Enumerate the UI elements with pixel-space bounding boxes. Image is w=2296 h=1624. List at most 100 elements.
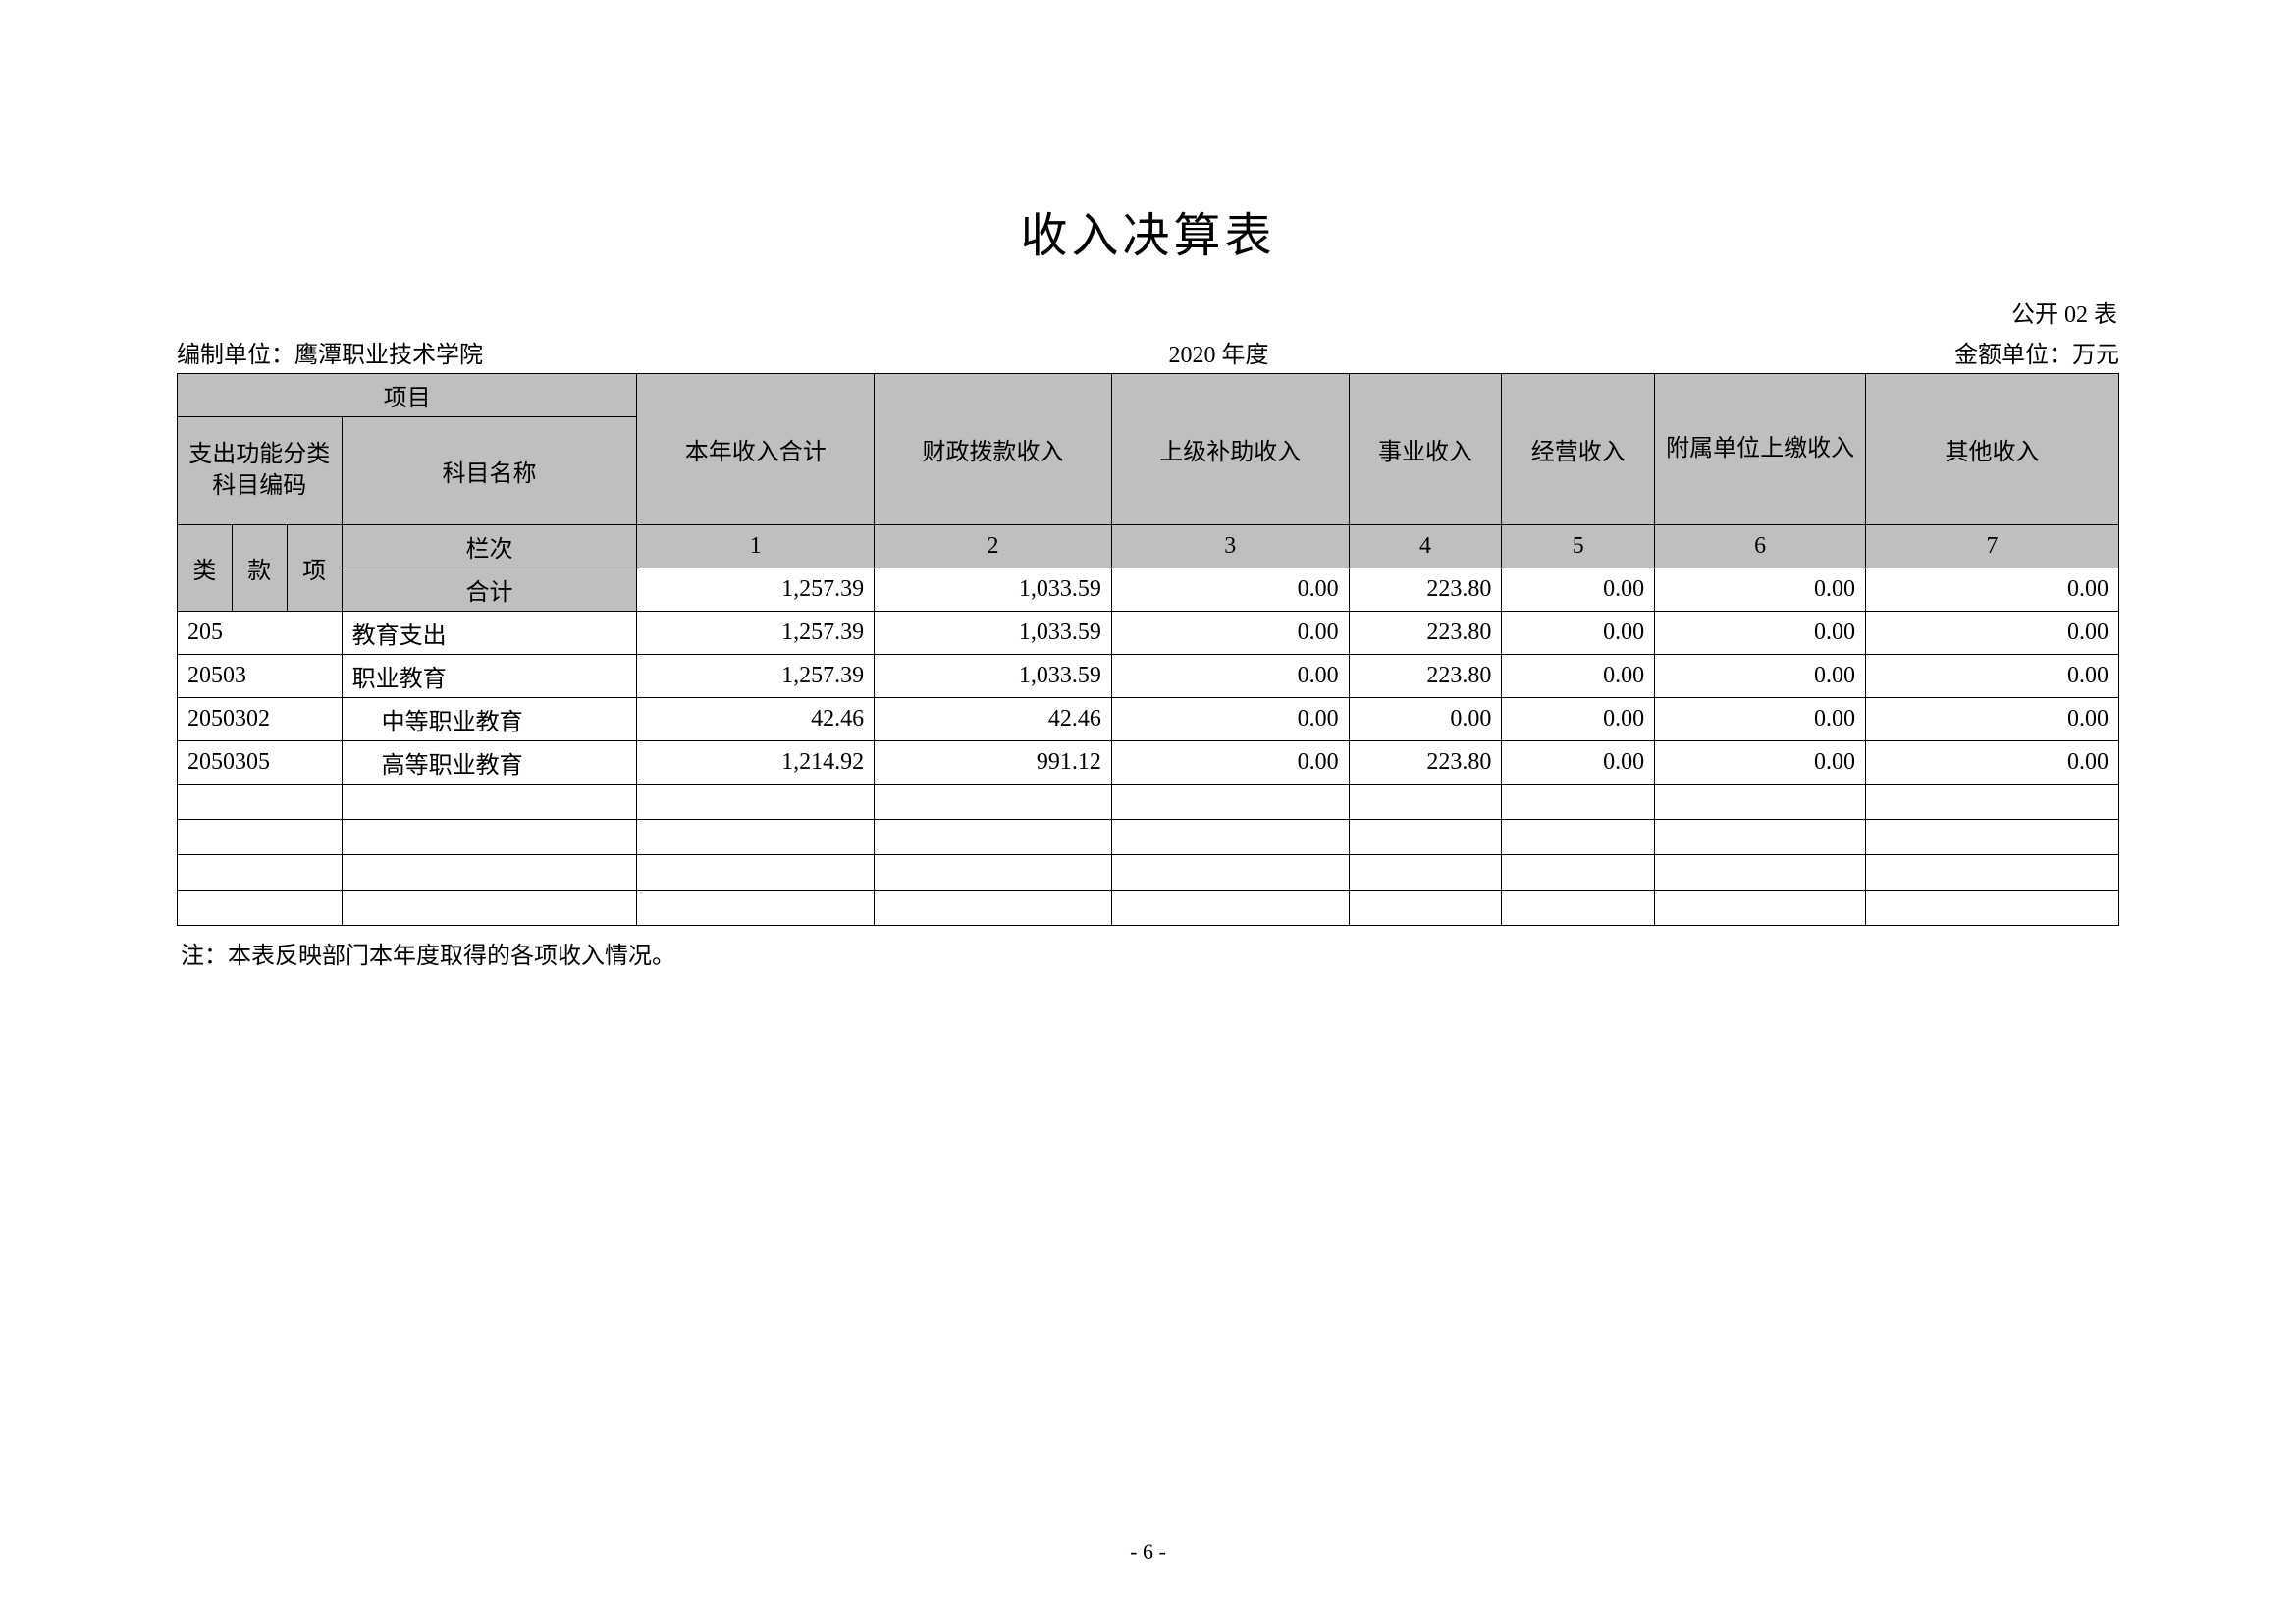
- cell-empty: [342, 785, 637, 820]
- cell-value: 0.00: [1655, 698, 1866, 741]
- header-row-total: 合计 1,257.39 1,033.59 0.00 223.80 0.00 0.…: [178, 568, 2119, 612]
- cell-empty: [875, 820, 1112, 855]
- cell-empty: [178, 855, 343, 891]
- hdr-col5: 经营收入: [1502, 374, 1655, 525]
- cell-empty: [637, 820, 875, 855]
- cell-code: 20503: [178, 655, 343, 698]
- table-row-empty: [178, 891, 2119, 926]
- hdr-n4: 4: [1349, 525, 1502, 568]
- table-id: 公开 02 表: [177, 295, 2119, 329]
- hdr-subject-name: 科目名称: [342, 417, 637, 525]
- header-row-1: 项目 本年收入合计 财政拨款收入 上级补助收入 事业收入 经营收入 附属单位上缴…: [178, 374, 2119, 417]
- cell-value: 0.00: [1655, 612, 1866, 655]
- cell-value: 1,214.92: [637, 741, 875, 785]
- total-v1: 1,257.39: [637, 568, 875, 612]
- page-number: - 6 -: [0, 1540, 2296, 1565]
- cell-empty: [875, 785, 1112, 820]
- cell-value: 0.00: [1502, 698, 1655, 741]
- cell-name: 教育支出: [342, 612, 637, 655]
- cell-empty: [1349, 855, 1502, 891]
- hdr-project: 项目: [178, 374, 637, 417]
- table-row: 2050305高等职业教育1,214.92991.120.00223.800.0…: [178, 741, 2119, 785]
- table-row-empty: [178, 855, 2119, 891]
- cell-value: 0.00: [1502, 612, 1655, 655]
- cell-empty: [1655, 891, 1866, 926]
- cell-value: 0.00: [1866, 655, 2119, 698]
- cell-name: 中等职业教育: [342, 698, 637, 741]
- hdr-n5: 5: [1502, 525, 1655, 568]
- hdr-col4: 事业收入: [1349, 374, 1502, 525]
- cell-value: 0.00: [1866, 698, 2119, 741]
- total-v5: 0.00: [1502, 568, 1655, 612]
- hdr-col7: 其他收入: [1866, 374, 2119, 525]
- cell-empty: [1111, 855, 1349, 891]
- total-v2: 1,033.59: [875, 568, 1112, 612]
- hdr-n3: 3: [1111, 525, 1349, 568]
- hdr-code-group: 支出功能分类科目编码: [178, 417, 343, 525]
- cell-value: 1,033.59: [875, 655, 1112, 698]
- hdr-n2: 2: [875, 525, 1112, 568]
- hdr-col6: 附属单位上缴收入: [1655, 374, 1866, 525]
- cell-code: 2050302: [178, 698, 343, 741]
- cell-empty: [637, 891, 875, 926]
- cell-value: 0.00: [1866, 741, 2119, 785]
- table-body: 205教育支出1,257.391,033.590.00223.800.000.0…: [178, 612, 2119, 926]
- cell-empty: [875, 891, 1112, 926]
- cell-empty: [178, 891, 343, 926]
- hdr-n1: 1: [637, 525, 875, 568]
- cell-empty: [178, 785, 343, 820]
- hdr-col3: 上级补助收入: [1111, 374, 1349, 525]
- cell-value: 991.12: [875, 741, 1112, 785]
- cell-empty: [1866, 785, 2119, 820]
- cell-name: 职业教育: [342, 655, 637, 698]
- cell-empty: [1349, 820, 1502, 855]
- table-row-empty: [178, 785, 2119, 820]
- cell-value: 0.00: [1111, 612, 1349, 655]
- table-row: 20503职业教育1,257.391,033.590.00223.800.000…: [178, 655, 2119, 698]
- cell-value: 0.00: [1655, 741, 1866, 785]
- table-row: 205教育支出1,257.391,033.590.00223.800.000.0…: [178, 612, 2119, 655]
- header-row-3: 类 款 项 栏次 1 2 3 4 5 6 7: [178, 525, 2119, 568]
- cell-empty: [875, 855, 1112, 891]
- table-row-empty: [178, 820, 2119, 855]
- cell-empty: [1866, 855, 2119, 891]
- unit-label: 金额单位：万元: [1954, 335, 2119, 369]
- table-note: 注：本表反映部门本年度取得的各项收入情况。: [177, 936, 2119, 970]
- cell-value: 223.80: [1349, 655, 1502, 698]
- cell-empty: [178, 820, 343, 855]
- cell-value: 0.00: [1349, 698, 1502, 741]
- cell-value: 223.80: [1349, 612, 1502, 655]
- hdr-n6: 6: [1655, 525, 1866, 568]
- cell-empty: [342, 855, 637, 891]
- total-v6: 0.00: [1655, 568, 1866, 612]
- cell-value: 0.00: [1502, 655, 1655, 698]
- hdr-xiang: 项: [287, 525, 342, 612]
- table-row: 2050302中等职业教育42.4642.460.000.000.000.000…: [178, 698, 2119, 741]
- cell-code: 205: [178, 612, 343, 655]
- total-v7: 0.00: [1866, 568, 2119, 612]
- cell-empty: [1349, 785, 1502, 820]
- cell-name: 高等职业教育: [342, 741, 637, 785]
- cell-empty: [637, 785, 875, 820]
- hdr-n7: 7: [1866, 525, 2119, 568]
- cell-value: 1,257.39: [637, 612, 875, 655]
- total-v3: 0.00: [1111, 568, 1349, 612]
- cell-value: 0.00: [1111, 698, 1349, 741]
- cell-empty: [1655, 785, 1866, 820]
- cell-empty: [1502, 855, 1655, 891]
- meta-row: 编制单位：鹰潭职业技术学院 2020 年度 金额单位：万元: [177, 335, 2119, 369]
- cell-empty: [1655, 820, 1866, 855]
- cell-empty: [1866, 820, 2119, 855]
- cell-value: 0.00: [1866, 612, 2119, 655]
- cell-empty: [1111, 891, 1349, 926]
- cell-empty: [637, 855, 875, 891]
- cell-empty: [342, 891, 637, 926]
- cell-value: 42.46: [875, 698, 1112, 741]
- income-table: 项目 本年收入合计 财政拨款收入 上级补助收入 事业收入 经营收入 附属单位上缴…: [177, 373, 2119, 926]
- page-title: 收入决算表: [177, 196, 2119, 265]
- cell-value: 1,033.59: [875, 612, 1112, 655]
- cell-value: 1,257.39: [637, 655, 875, 698]
- cell-value: 0.00: [1111, 655, 1349, 698]
- total-v4: 223.80: [1349, 568, 1502, 612]
- cell-code: 2050305: [178, 741, 343, 785]
